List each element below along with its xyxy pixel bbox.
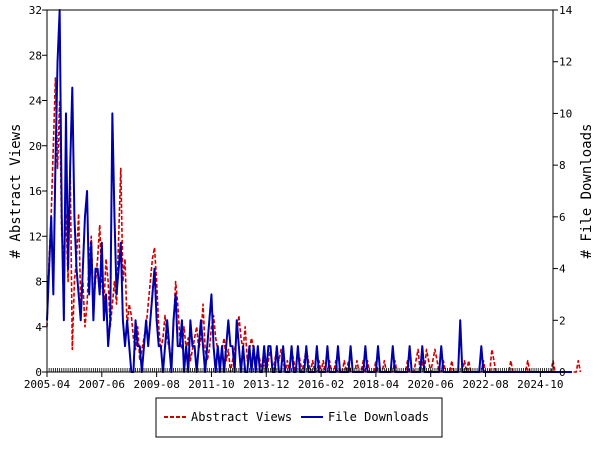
legend-box: [155, 397, 443, 438]
x-tick-label: 2018-04: [353, 378, 400, 391]
y-left-tick-label: 32: [29, 4, 42, 17]
y-right-tick-label: 4: [559, 263, 566, 276]
y-left-tick-label: 24: [29, 95, 43, 108]
legend-label-file-downloads: File Downloads: [328, 410, 429, 424]
y-right-tick-label: 8: [559, 159, 566, 172]
x-tick-label: 2005-04: [24, 378, 71, 391]
y-right-tick-label: 10: [559, 107, 572, 120]
series-line-abstract-views: [46, 77, 582, 373]
y-right-tick-label: 14: [559, 4, 573, 17]
x-tick-label: 2013-12: [243, 378, 289, 391]
y-left-tick-label: 16: [29, 185, 42, 198]
x-tick-label: 2007-06: [79, 378, 125, 391]
y-right-tick-label: 6: [559, 211, 566, 224]
y-axis-right-title: # File Downloads: [579, 124, 595, 259]
legend: Abstract Views File Downloads: [155, 397, 443, 438]
y-left-tick-label: 4: [35, 321, 42, 334]
y-left-tick-label: 28: [29, 49, 42, 62]
y-axis-left-title: # Abstract Views: [8, 124, 24, 259]
y-right-tick-label: 12: [559, 56, 572, 69]
y-left-tick-label: 20: [29, 140, 42, 153]
y-right-tick-label: 2: [559, 314, 566, 327]
x-tick-label: 2009-08: [133, 378, 179, 391]
y-right-tick-label: 0: [559, 366, 566, 379]
y-left-tick-label: 8: [35, 276, 42, 289]
x-tick-label: 2011-10: [188, 378, 234, 391]
x-tick-label: 2016-02: [298, 378, 344, 391]
legend-label-abstract-views: Abstract Views: [191, 410, 292, 424]
x-tick-label: 2022-08: [462, 378, 508, 391]
y-left-tick-label: 12: [29, 230, 42, 243]
x-tick-label: 2020-06: [408, 378, 454, 391]
y-left-tick-label: 0: [35, 366, 42, 379]
axis-ticks: 2005-04 2007-06 2009-08 2011-10 2013-12 2016-…: [24, 4, 573, 391]
x-tick-label: 2024-10: [517, 378, 563, 391]
